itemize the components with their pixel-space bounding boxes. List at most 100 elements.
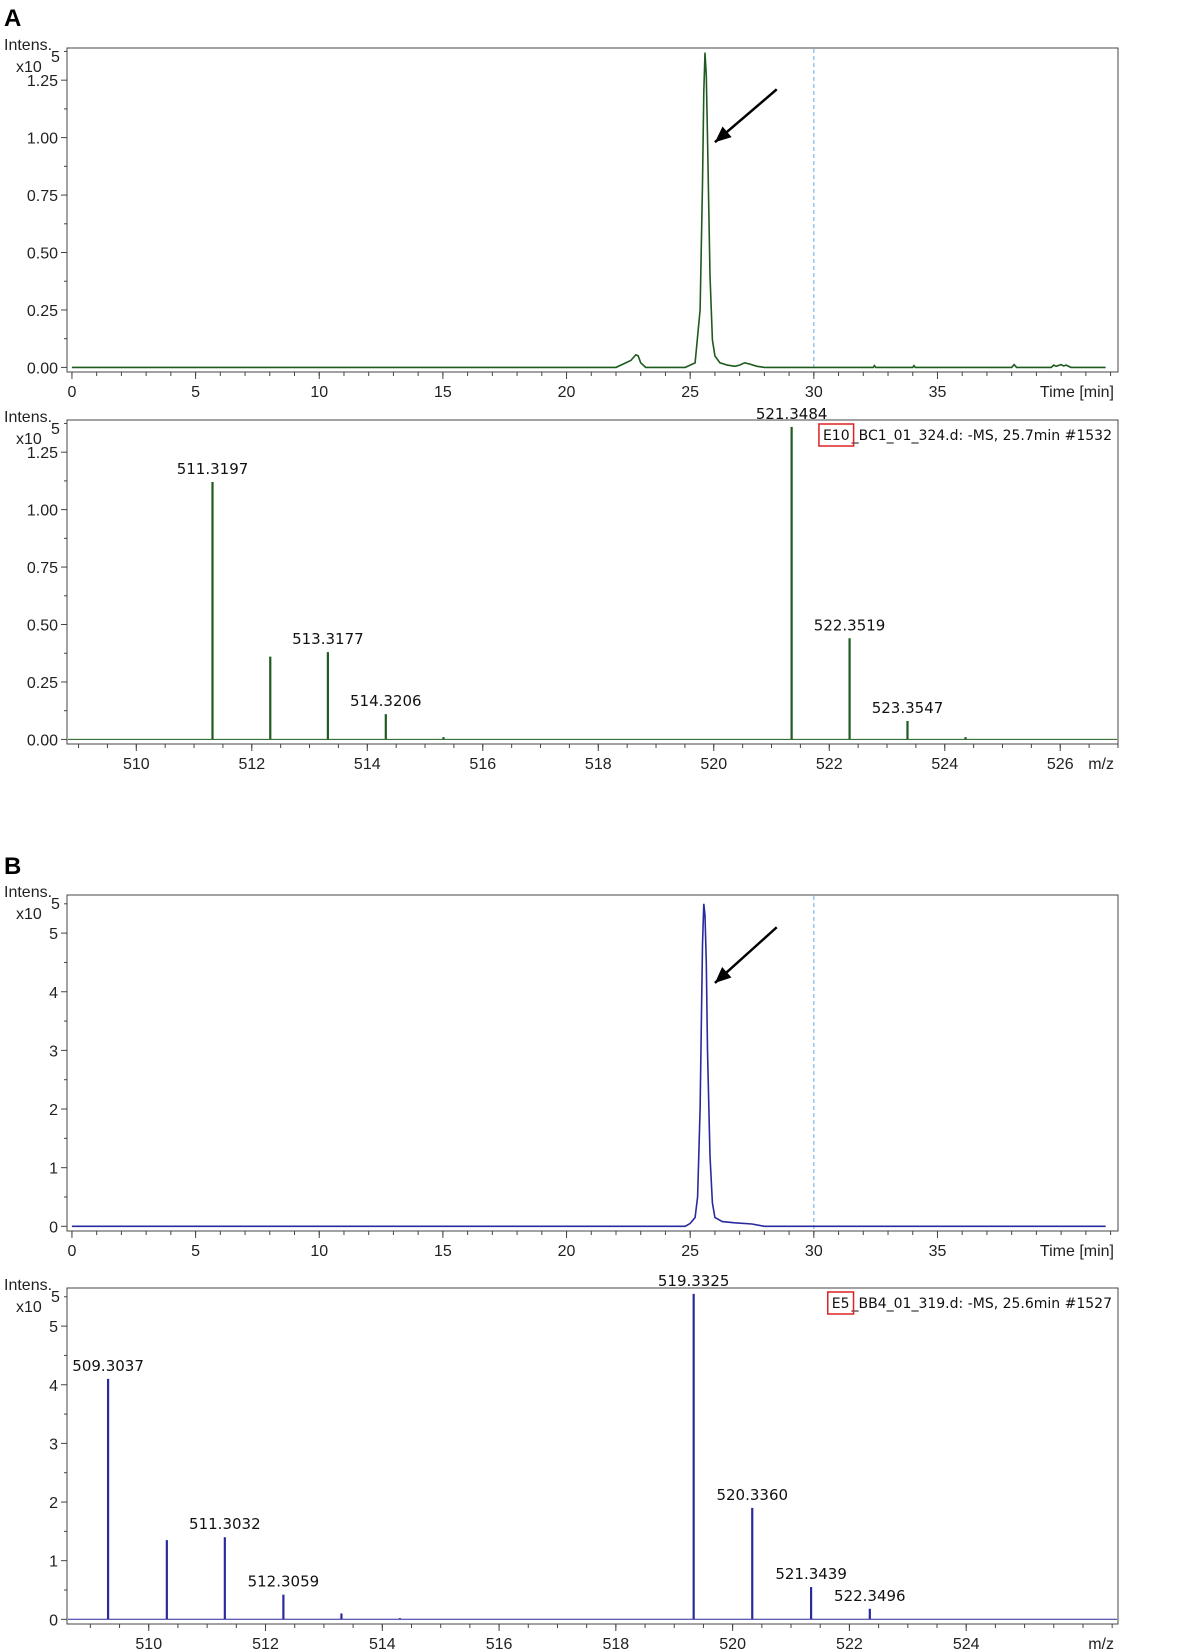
chromatogram-a: Intens. x10 5 0.00 0.25 0.50 0.75 1.00 1.25 0 5 10 1… (4, 37, 1119, 401)
x-tick-label: 30 (805, 384, 823, 401)
sample-id-highlight-box (827, 1291, 855, 1315)
y-tick-label: 1.00 (27, 131, 58, 148)
peak-label: 522.3519 (814, 616, 886, 634)
peak-label: 512.3059 (248, 1573, 320, 1591)
y-tick-label: 4 (49, 985, 58, 1002)
x-tick-label: 0 (67, 384, 76, 401)
x-tick-label: 524 (931, 756, 958, 773)
x-tick-label: 0 (67, 1243, 76, 1260)
y-tick-label: 4 (49, 1378, 58, 1395)
peak-label: 521.3439 (775, 1565, 847, 1583)
x-tick-label: 20 (558, 384, 576, 401)
peak-label: 509.3037 (72, 1357, 144, 1375)
plot-frame (66, 419, 1119, 745)
y-axis-unit-exponent: 5 (51, 421, 60, 438)
x-tick-label: 5 (191, 384, 200, 401)
peak-label: 514.3206 (350, 692, 422, 710)
spectrum-info-text: _BB4_01_319.d: -MS, 25.6min #1527 (851, 1296, 1112, 1312)
y-tick-label: 0.25 (27, 675, 58, 692)
y-axis-unit-exponent: 5 (51, 896, 60, 913)
x-axis-label: m/z (1088, 1636, 1114, 1651)
y-tick-label: 0.00 (27, 732, 58, 749)
y-axis-unit-prefix: x10 (16, 906, 42, 923)
y-tick-label: 0.00 (27, 360, 58, 377)
y-tick-label: 0.25 (27, 303, 58, 320)
x-axis-label: Time [min] (1040, 1243, 1114, 1260)
x-tick-label: 518 (585, 756, 612, 773)
y-tick-label: 1.25 (27, 445, 58, 462)
y-tick-label: 0 (49, 1612, 58, 1629)
peak-label: 513.3177 (292, 630, 364, 648)
y-tick-label: 0.50 (27, 618, 58, 635)
plot-frame (66, 894, 1119, 1232)
x-tick-label: 510 (135, 1636, 162, 1651)
x-tick-label: 25 (681, 1243, 699, 1260)
spectrum-info-text: _BC1_01_324.d: -MS, 25.7min #1532 (851, 428, 1112, 444)
y-tick-label: 0.50 (27, 246, 58, 263)
y-tick-label: 1 (49, 1161, 58, 1178)
y-tick-label: 2 (49, 1102, 58, 1119)
x-tick-label: 20 (558, 1243, 576, 1260)
sample-id-text: E10 (823, 428, 850, 444)
x-tick-label: 516 (469, 756, 496, 773)
mass-spectrum-b: Intens. x10 5 0 1 2 3 4 5 510 512 514 516 518 520 522 52… (4, 1272, 1119, 1651)
x-tick-label: 514 (354, 756, 381, 773)
y-tick-label: 1.25 (27, 73, 58, 90)
x-tick-label: 25 (681, 384, 699, 401)
chromatogram-trace (71, 903, 1106, 1228)
y-tick-label: 0.75 (27, 188, 58, 205)
x-tick-label: 520 (700, 756, 727, 773)
x-tick-label: 510 (123, 756, 150, 773)
panel-letter-a: A (4, 5, 21, 32)
plot-frame (66, 1287, 1119, 1625)
y-axis-label: Intens. (4, 37, 52, 54)
y-tick-label: 2 (49, 1495, 58, 1512)
peak-label: 511.3197 (177, 460, 249, 478)
x-tick-label: 520 (719, 1636, 746, 1651)
y-axis-unit-exponent: 5 (51, 1289, 60, 1306)
y-tick-label: 0 (49, 1219, 58, 1236)
y-axis-unit-prefix: x10 (16, 1299, 42, 1316)
x-tick-label: 35 (929, 384, 947, 401)
y-axis-label: Intens. (4, 409, 52, 426)
x-tick-label: 15 (434, 1243, 452, 1260)
chromatogram-b: Intens. x10 5 0 1 2 3 4 5 0 5 10 15 20 25 30 35 Time [min… (4, 884, 1119, 1260)
panel-letter-b: B (4, 853, 21, 880)
y-axis-unit-prefix: x10 (16, 59, 42, 76)
x-tick-label: 512 (252, 1636, 279, 1651)
chromatogram-trace (71, 52, 1106, 369)
x-tick-label: 518 (603, 1636, 630, 1651)
x-tick-label: 30 (805, 1243, 823, 1260)
x-tick-label: 516 (486, 1636, 513, 1651)
x-tick-label: 15 (434, 384, 452, 401)
peak-label: 520.3360 (716, 1486, 788, 1504)
x-tick-label: 522 (816, 756, 843, 773)
y-axis-label: Intens. (4, 884, 52, 901)
y-tick-label: 1 (49, 1554, 58, 1571)
y-axis-label: Intens. (4, 1277, 52, 1294)
x-tick-label: 512 (238, 756, 265, 773)
peak-label: 521.3484 (756, 405, 828, 423)
x-tick-label: 524 (953, 1636, 980, 1651)
peak-label: 523.3547 (872, 699, 944, 717)
mass-spectrum-a: Intens. x10 5 0.00 0.25 0.50 0.75 1.00 1.25 510 51… (4, 405, 1119, 773)
peak-label: 511.3032 (189, 1515, 261, 1533)
y-tick-label: 5 (49, 926, 58, 943)
arrow-head-icon (714, 967, 732, 983)
sample-id-highlight-box (818, 423, 855, 447)
y-tick-label: 3 (49, 1436, 58, 1453)
peak-label: 519.3325 (658, 1272, 730, 1290)
plot-frame (66, 47, 1119, 373)
x-tick-label: 522 (836, 1636, 863, 1651)
arrow-head-icon (714, 126, 732, 143)
x-tick-label: 10 (310, 1243, 328, 1260)
x-tick-label: 5 (191, 1243, 200, 1260)
y-tick-label: 3 (49, 1043, 58, 1060)
y-tick-label: 5 (49, 1319, 58, 1336)
x-axis-label: m/z (1088, 756, 1114, 773)
y-tick-label: 1.00 (27, 503, 58, 520)
x-axis-label: Time [min] (1040, 384, 1114, 401)
sample-id-text: E5 (832, 1296, 850, 1312)
x-tick-label: 35 (929, 1243, 947, 1260)
